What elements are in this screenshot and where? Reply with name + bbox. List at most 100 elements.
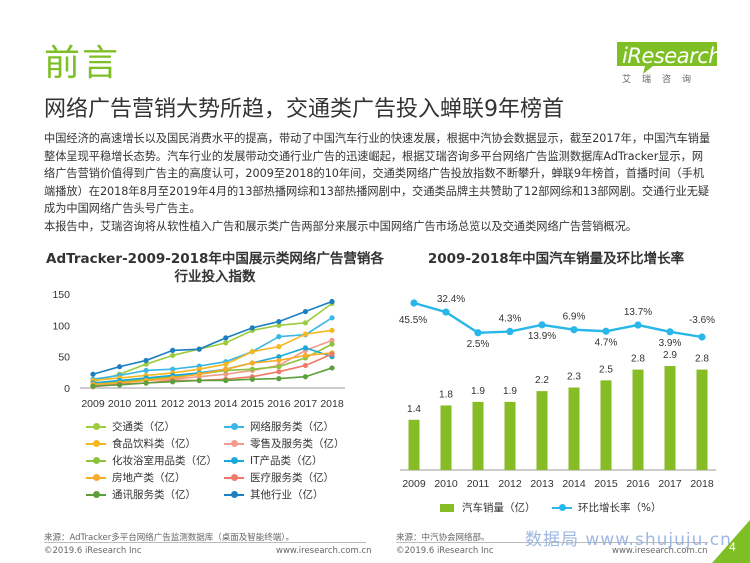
legend-label: 交通类（亿） bbox=[112, 421, 175, 433]
x-tick-label: 2009 bbox=[81, 398, 105, 410]
source-right: 来源：中汽协会网络部。 bbox=[396, 533, 490, 543]
growth-point bbox=[506, 327, 514, 336]
data-point bbox=[170, 352, 176, 359]
watermark: 数据局 www.shujuju.cn bbox=[525, 530, 732, 550]
legend-dot bbox=[559, 504, 566, 511]
bar-data-label: 1.8 bbox=[439, 389, 453, 400]
data-point bbox=[249, 360, 255, 366]
data-point bbox=[90, 371, 96, 377]
series-line bbox=[92, 317, 333, 381]
data-point bbox=[223, 361, 229, 367]
page-number: 4 bbox=[729, 540, 736, 554]
growth-data-label: 2.5% bbox=[467, 339, 490, 350]
growth-data-label: 13.9% bbox=[528, 331, 556, 342]
growth-point bbox=[442, 308, 450, 316]
x-tick-label: 2012 bbox=[498, 478, 522, 490]
growth-point bbox=[666, 328, 674, 336]
legend-label: 汽车销量（亿） bbox=[462, 502, 536, 514]
data-point bbox=[302, 320, 309, 326]
growth-data-label: 4.3% bbox=[499, 314, 522, 325]
y-tick-label: 150 bbox=[52, 289, 70, 301]
legend-bar-swatch bbox=[440, 504, 454, 512]
data-point bbox=[223, 377, 229, 384]
legend-label: 零售及服务类（亿） bbox=[250, 438, 345, 450]
growth-data-label: -3.6% bbox=[689, 315, 715, 326]
data-point bbox=[249, 376, 255, 382]
intro-paragraph-2: 本报告中，艾瑞咨询将从软性植入广告和展示类广告两部分来展示中国网络广告市场总览以… bbox=[44, 219, 637, 233]
y-tick-label: 0 bbox=[64, 383, 70, 395]
bar bbox=[600, 380, 612, 470]
data-point bbox=[170, 366, 176, 372]
chart-right-title: 2009-2018年中国汽车销量及环比增长率 bbox=[427, 251, 685, 267]
legend-label: 化妆浴室用品类（亿） bbox=[112, 455, 217, 467]
x-tick-label: 2011 bbox=[135, 398, 158, 410]
bar-data-label: 2.5 bbox=[599, 364, 613, 375]
data-point bbox=[302, 331, 309, 337]
data-point bbox=[302, 352, 309, 359]
legend-label: 房地产类（亿） bbox=[112, 472, 186, 484]
website-right: www.iresearch.com.cn bbox=[612, 546, 708, 556]
bar bbox=[408, 419, 420, 470]
x-tick-label: 2011 bbox=[467, 478, 490, 490]
bar bbox=[536, 391, 548, 470]
website-left: www.iresearch.com.cn bbox=[276, 546, 372, 556]
logo-text: iResearch bbox=[622, 44, 722, 68]
page-subtitle: 网络广告营销大势所趋，交通类广告投入蝉联9年榜首 bbox=[44, 97, 564, 122]
growth-line bbox=[413, 301, 703, 339]
data-point bbox=[276, 322, 282, 328]
bar-data-label: 2.9 bbox=[663, 350, 677, 361]
page-title: 前言 bbox=[44, 43, 121, 84]
data-point bbox=[329, 341, 335, 347]
bar bbox=[664, 366, 676, 470]
data-point bbox=[170, 347, 176, 353]
data-point bbox=[170, 379, 176, 385]
x-tick-label: 2015 bbox=[594, 478, 618, 490]
bar bbox=[472, 401, 484, 470]
growth-data-label: 4.7% bbox=[595, 337, 618, 348]
x-tick-label: 2013 bbox=[188, 398, 212, 410]
data-point bbox=[116, 364, 123, 370]
footer-divider-left bbox=[44, 542, 366, 543]
data-point bbox=[276, 334, 282, 340]
series-line bbox=[92, 352, 333, 386]
x-tick-label: 2009 bbox=[402, 478, 426, 490]
source-left: 来源：AdTracker多平台网络广告监测数据库（桌面及智能终端）。 bbox=[44, 533, 294, 543]
x-tick-label: 2013 bbox=[530, 478, 554, 490]
growth-data-label: 3.9% bbox=[659, 338, 682, 349]
data-point bbox=[276, 354, 282, 360]
legend-label: 医疗服务类（亿） bbox=[250, 472, 334, 484]
x-tick-label: 2014 bbox=[562, 478, 586, 490]
growth-point bbox=[698, 333, 706, 341]
x-tick-label: 2018 bbox=[320, 398, 344, 410]
series-line bbox=[92, 329, 333, 382]
x-tick-label: 2017 bbox=[294, 398, 318, 410]
growth-point bbox=[410, 299, 418, 307]
data-point bbox=[329, 315, 335, 321]
legend-label: IT产品类（亿） bbox=[250, 455, 323, 467]
x-tick-label: 2014 bbox=[214, 398, 238, 410]
growth-point bbox=[602, 327, 610, 335]
intro-text: 中国经济的高速增长以及国民消费水平的提高，带动了中国汽车行业的快速发展，根据中汽… bbox=[44, 130, 714, 235]
intro-paragraph-1: 中国经济的高速增长以及国民消费水平的提高，带动了中国汽车行业的快速发展，根据中汽… bbox=[44, 132, 711, 215]
legend-dot bbox=[231, 440, 238, 447]
bar bbox=[696, 369, 708, 470]
data-point bbox=[276, 357, 282, 364]
data-point bbox=[276, 376, 282, 382]
data-point bbox=[329, 327, 335, 333]
legend-dot bbox=[231, 474, 238, 481]
data-point bbox=[276, 318, 282, 325]
data-point bbox=[302, 362, 309, 369]
legend-dot bbox=[231, 423, 238, 430]
growth-data-label: 32.4% bbox=[437, 294, 465, 305]
bar bbox=[568, 387, 580, 470]
data-point bbox=[276, 344, 282, 350]
bar-data-label: 2.8 bbox=[631, 354, 645, 365]
data-point bbox=[249, 366, 255, 372]
bar-data-label: 1.4 bbox=[407, 404, 421, 415]
x-tick-label: 2012 bbox=[161, 398, 185, 410]
legend-dot bbox=[93, 474, 100, 481]
growth-point bbox=[474, 329, 482, 337]
legend-label: 食品饮料类（亿） bbox=[112, 438, 196, 450]
bar bbox=[632, 369, 644, 470]
